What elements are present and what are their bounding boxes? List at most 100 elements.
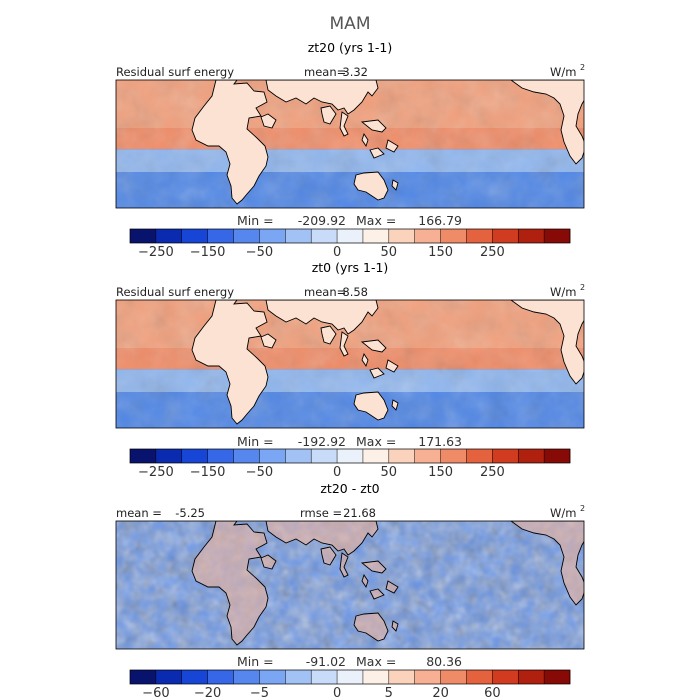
colorbar-frame — [129, 228, 571, 244]
field-label: Residual surf energy — [116, 285, 234, 299]
units: W/m — [550, 285, 576, 299]
panel-title: zt0 (yrs 1-1) — [312, 260, 389, 275]
panel-title: zt20 - zt0 — [320, 481, 379, 496]
colorbar-swatch — [181, 229, 208, 243]
map-frame — [115, 299, 585, 429]
colorbar-swatch — [388, 670, 415, 684]
colorbar-swatch — [311, 449, 338, 463]
max-label: Max = — [356, 434, 396, 449]
colorbar-swatch — [285, 670, 312, 684]
colorbar-swatch — [259, 449, 286, 463]
colorbar-swatch — [155, 229, 183, 243]
colorbar-swatch — [492, 449, 519, 463]
colorbar-tick-label: −50 — [246, 245, 273, 260]
colorbar-frame — [129, 669, 571, 685]
colorbar-swatch — [311, 229, 338, 243]
panel-2: zt0 (yrs 1-1) Residual surf energy mean=8.… — [115, 260, 585, 480]
colorbar-tick-label: 60 — [484, 686, 501, 700]
colorbar-frame — [129, 448, 571, 464]
colorbar-swatch — [544, 670, 571, 684]
colorbar-swatch — [544, 229, 571, 243]
colorbar-swatch — [207, 449, 234, 463]
colorbar-swatch — [544, 449, 571, 463]
min-value: -192.92 — [298, 434, 346, 449]
panel-3: zt20 - zt0 mean = -5.25 rmse = 21.68 W/m 2 Min … — [115, 481, 585, 700]
colorbar-swatch — [337, 229, 364, 243]
colorbar-swatch — [259, 229, 286, 243]
colorbar-swatch — [414, 229, 441, 243]
colorbar-tick-label: −50 — [246, 465, 273, 480]
colorbar-swatch — [362, 229, 390, 243]
colorbar-tick-label: −60 — [142, 686, 169, 700]
colorbar-swatch — [285, 229, 312, 243]
colorbar-tick-label: 0 — [333, 465, 341, 480]
units-exponent: 2 — [580, 504, 585, 513]
colorbar-tick-label: 150 — [428, 465, 453, 480]
colorbar-swatch — [518, 670, 545, 684]
colorbar-tick-label: 20 — [432, 686, 449, 700]
colorbar-tick-label: 150 — [428, 245, 453, 260]
colorbar-swatch — [207, 229, 234, 243]
colorbar-tick-label: 0 — [333, 245, 341, 260]
map-field — [116, 300, 584, 428]
colorbar-tick-label: −5 — [250, 686, 269, 700]
map-field — [116, 521, 584, 649]
colorbar: −250 −150 −50 0 50 150 250 — [129, 448, 571, 480]
mean-value: -5.25 — [175, 506, 205, 520]
colorbar-tick-label: 5 — [385, 686, 393, 700]
max-label: Max = — [356, 654, 396, 669]
colorbar-tick-label: −250 — [138, 465, 174, 480]
colorbar-swatch — [362, 449, 390, 463]
max-label: Max = — [356, 213, 396, 228]
colorbar-tick-label: 0 — [333, 686, 341, 700]
panel-title: zt20 (yrs 1-1) — [308, 40, 393, 55]
colorbar-swatch — [492, 229, 519, 243]
colorbar-swatch — [440, 229, 467, 243]
colorbar-swatch — [388, 449, 415, 463]
colorbar-swatch — [233, 670, 260, 684]
colorbar-tick-label: 250 — [480, 245, 505, 260]
units: W/m — [550, 506, 576, 520]
colorbar-swatch — [181, 670, 208, 684]
colorbar-swatch — [207, 670, 234, 684]
colorbar: −250 −150 −50 0 50 150 250 — [129, 228, 571, 260]
colorbar-swatch — [337, 449, 364, 463]
max-value: 166.79 — [418, 213, 462, 228]
panel-1: zt20 (yrs 1-1) Residual surf energy mean=3… — [115, 40, 585, 260]
rmse-value: 21.68 — [343, 506, 376, 520]
colorbar-tick-label: 50 — [381, 245, 398, 260]
rmse-label: rmse = — [300, 506, 342, 520]
colorbar-swatch — [285, 449, 312, 463]
colorbar-swatch — [259, 670, 286, 684]
min-label: Min = — [237, 213, 274, 228]
colorbar-swatch — [337, 670, 364, 684]
units-exponent: 2 — [580, 283, 585, 292]
min-value: -91.02 — [306, 654, 346, 669]
mean-value: 8.58 — [342, 285, 368, 299]
colorbar-swatch — [181, 449, 208, 463]
colorbar-swatch — [466, 670, 493, 684]
min-label: Min = — [237, 434, 274, 449]
colorbar-swatch — [311, 670, 338, 684]
colorbar-tick-label: −20 — [194, 686, 221, 700]
colorbar-swatch — [492, 670, 519, 684]
colorbar-swatch — [130, 229, 157, 243]
map-frame — [115, 79, 585, 209]
colorbar-swatch — [130, 449, 157, 463]
figure-title: MAM — [330, 14, 371, 34]
mean-label: mean= — [304, 65, 346, 79]
map-frame — [115, 520, 585, 650]
colorbar: −60 −20 −5 0 5 20 60 — [129, 669, 571, 700]
colorbar-swatch — [233, 229, 260, 243]
colorbar-swatch — [466, 449, 493, 463]
mean-value: 3.32 — [342, 65, 368, 79]
colorbar-swatch — [414, 449, 441, 463]
colorbar-swatch — [466, 229, 493, 243]
units: W/m — [550, 65, 576, 79]
colorbar-swatch — [155, 449, 183, 463]
colorbar-swatch — [233, 449, 260, 463]
colorbar-tick-label: 250 — [480, 465, 505, 480]
colorbar-tick-label: −150 — [190, 245, 226, 260]
colorbar-swatch — [518, 449, 545, 463]
